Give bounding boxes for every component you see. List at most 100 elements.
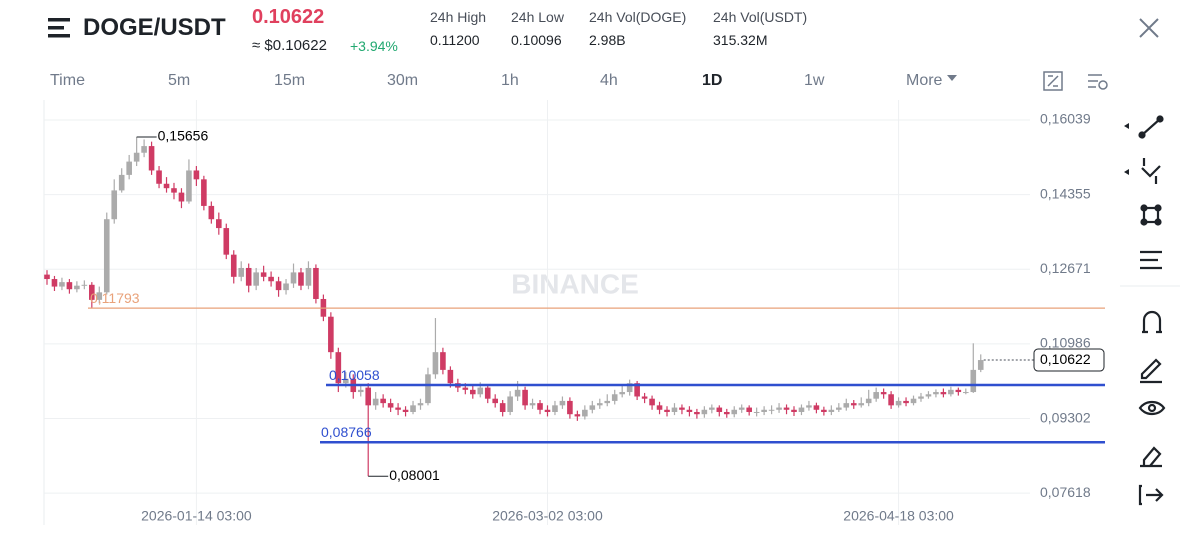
candle-body	[977, 360, 984, 370]
candle-body	[343, 378, 349, 384]
candle-body	[611, 394, 618, 401]
candle-body	[940, 392, 947, 395]
candle-body	[910, 398, 917, 404]
candle-body	[171, 188, 177, 193]
candle-body	[821, 409, 827, 412]
candle-body	[970, 369, 977, 393]
candle-body	[223, 228, 230, 255]
candle-body	[208, 205, 215, 220]
candle-body	[641, 396, 648, 399]
timeframe-tab[interactable]: More	[906, 72, 958, 90]
stat-value: 315.32M	[713, 32, 768, 48]
timeframe-tab[interactable]: 15m	[274, 72, 306, 89]
candle-body	[783, 407, 790, 410]
candle-body	[664, 409, 670, 412]
candle-body	[529, 403, 536, 406]
timeframe-tab[interactable]: 4h	[600, 72, 618, 89]
candle-body	[96, 292, 103, 300]
candle-body	[948, 389, 954, 395]
candle-body	[186, 170, 192, 202]
candle-body	[507, 396, 513, 412]
candle-body	[447, 369, 454, 384]
candle-body	[798, 407, 805, 412]
candle-body	[440, 352, 446, 370]
candle-body	[567, 400, 573, 415]
y-tick-label: 0,12671	[1040, 260, 1091, 276]
candle-body	[402, 409, 409, 412]
candle-body	[477, 387, 484, 395]
candle-body	[89, 284, 95, 300]
timeframe-tab[interactable]: 1h	[501, 72, 519, 89]
candle-body	[873, 392, 879, 399]
candle-body	[118, 174, 125, 191]
candle-body	[925, 394, 932, 397]
candle-body	[836, 407, 842, 410]
candle-body	[253, 272, 259, 286]
candle-body	[417, 403, 424, 406]
candle-body	[806, 405, 812, 408]
candle-body	[372, 398, 379, 406]
candle-body	[387, 403, 394, 408]
high-marker-label: 0,15656	[158, 128, 209, 144]
candle-body	[268, 276, 274, 282]
last-price-box	[1033, 348, 1105, 372]
candle-body	[283, 283, 289, 291]
chart-settings[interactable]	[1042, 70, 1112, 94]
symbol[interactable]: DOGE/USDT	[83, 14, 226, 41]
y-tick-label: 0,10986	[1040, 335, 1091, 351]
candle-body	[499, 403, 506, 412]
approx-price: ≈ $0.10622	[252, 37, 327, 54]
candle-body	[313, 267, 319, 299]
candle-body	[484, 387, 491, 399]
stat-value: 0.11200	[430, 32, 480, 48]
change: +3.94%	[350, 38, 398, 54]
drawing-toolbar	[1120, 115, 1180, 506]
menu-icon[interactable]	[48, 17, 74, 39]
candle-body	[193, 170, 200, 180]
horizontal-line-label: 0,10058	[329, 367, 380, 383]
candle-body	[163, 183, 170, 189]
candle-body	[731, 409, 738, 415]
candle-body	[768, 409, 775, 411]
candle-body	[216, 219, 222, 229]
candle-body	[679, 407, 685, 410]
candle-body	[44, 274, 50, 280]
dropdown-caret	[947, 75, 958, 86]
stat-label: 24h Vol(DOGE)	[589, 9, 687, 25]
price: 0.10622	[252, 6, 325, 28]
candle-body	[604, 400, 611, 404]
candle-body	[395, 407, 401, 410]
candle-body	[126, 161, 132, 175]
candle-body	[843, 403, 850, 408]
candle-body	[305, 267, 312, 286]
candle-body	[425, 374, 431, 404]
candle-body	[694, 411, 700, 415]
x-tick-label: 2026-01-14 03:00	[141, 508, 252, 524]
candle-body	[141, 146, 147, 153]
y-tick-label: 0,16039	[1040, 111, 1091, 127]
close-button[interactable]	[1138, 17, 1160, 39]
timeframe-tab[interactable]: 1w	[804, 72, 825, 89]
horizontal-line-label: 0,11793	[90, 290, 140, 306]
candle-body	[850, 403, 857, 406]
timeframe-tab[interactable]: 5m	[168, 72, 191, 89]
candle-body	[761, 409, 767, 412]
y-tick-label: 0,07618	[1040, 484, 1091, 500]
x-tick-label: 2026-03-02 03:00	[492, 508, 603, 524]
candle-body	[723, 411, 730, 415]
candle-body	[746, 407, 752, 412]
candle-body	[686, 409, 693, 412]
candle-body	[410, 405, 416, 412]
timeframe-tab[interactable]: 1D	[702, 72, 723, 89]
candle-body	[709, 407, 715, 410]
candle-body	[201, 179, 207, 206]
candle-body	[462, 387, 469, 390]
last-price-label: 0,10622	[1040, 351, 1091, 367]
candle-body	[537, 403, 543, 410]
candle-body	[776, 407, 782, 410]
candle-body	[245, 267, 252, 286]
timeframe-tab[interactable]: Time	[50, 72, 85, 89]
candle-body	[582, 409, 588, 417]
timeframe-tab[interactable]: 30m	[387, 72, 419, 89]
candle-body	[552, 405, 558, 412]
